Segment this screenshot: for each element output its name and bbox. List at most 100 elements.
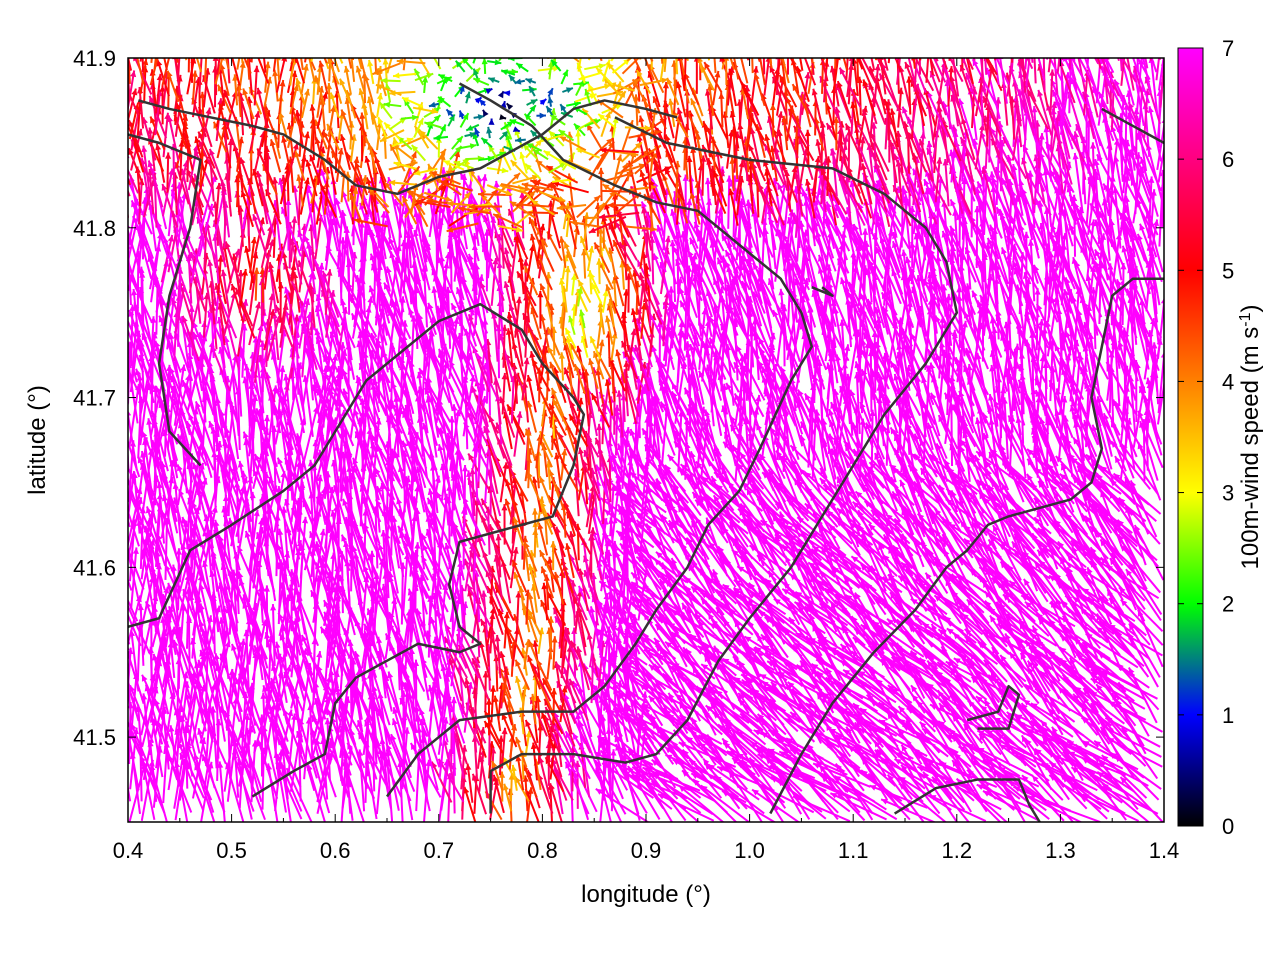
wind-arrow <box>880 798 937 822</box>
wind-arrow-head <box>830 793 838 799</box>
wind-arrow-shaft <box>242 761 266 821</box>
wind-arrow-shaft <box>452 762 456 814</box>
wind-arrow-shaft <box>271 604 276 667</box>
wind-arrow-shaft <box>880 798 937 822</box>
wind-arrow-shaft <box>402 552 409 615</box>
wind-arrow-head <box>217 761 224 768</box>
wind-arrow-shaft <box>537 773 554 814</box>
wind-arrow-shaft <box>218 761 226 822</box>
wind-arrow <box>463 786 477 822</box>
wind-arrow-head <box>425 759 432 767</box>
wind-arrow <box>1127 632 1159 688</box>
wind-arrow-head <box>492 774 499 782</box>
wind-arrow-shaft <box>340 551 344 614</box>
wind-arrow-head <box>120 661 126 668</box>
wind-arrow <box>114 584 131 645</box>
wind-arrow-head <box>1120 777 1128 784</box>
wind-arrow-head <box>132 547 139 554</box>
wind-arrow-head <box>114 627 120 634</box>
wind-arrow <box>276 754 303 812</box>
wind-arrow-head <box>485 698 493 705</box>
wind-arrow-head <box>881 798 889 805</box>
wind-arrow-shaft <box>415 608 439 668</box>
wind-arrow-shaft <box>1127 632 1159 688</box>
wind-arrow-head <box>128 647 131 651</box>
wind-arrow-shaft <box>843 786 898 821</box>
wind-arrow-shaft <box>471 773 488 815</box>
wind-arrow-head <box>595 788 603 795</box>
wind-arrow <box>114 752 126 813</box>
wind-arrow <box>1119 776 1164 822</box>
wind-arrow-shaft <box>770 775 823 813</box>
wind-arrow <box>217 761 226 822</box>
wind-arrow-head <box>527 655 533 663</box>
wind-arrow-head <box>276 754 283 762</box>
wind-arrow-head <box>114 584 120 591</box>
wind-arrow-shaft <box>276 754 303 812</box>
wind-arrow-shaft <box>102 574 125 631</box>
wind-arrow-shaft <box>275 762 303 820</box>
wind-arrow-shaft <box>524 788 540 822</box>
wind-arrow-head <box>116 589 122 596</box>
wind-arrow <box>102 574 126 631</box>
wind-arrow <box>751 788 801 822</box>
wind-arrow-head <box>982 790 990 797</box>
wind-arrow-head <box>574 760 581 768</box>
wind-arrow-head <box>502 783 509 791</box>
wind-arrow-shaft <box>461 768 466 812</box>
wind-arrow-head <box>693 779 700 786</box>
wind-arrow-shaft <box>492 774 505 814</box>
wind-arrow <box>465 763 474 803</box>
wind-arrow-head <box>119 559 125 565</box>
wind-arrow <box>704 762 748 810</box>
wind-arrow-shaft <box>128 736 129 743</box>
wind-arrow-shaft <box>121 559 125 621</box>
wind-arrow-shaft <box>929 794 987 822</box>
wind-arrow <box>514 675 524 703</box>
wind-arrow-shaft <box>553 765 564 815</box>
wind-arrow-head <box>120 680 126 687</box>
wind-arrow <box>574 760 581 809</box>
wind-arrow-shaft <box>564 761 590 815</box>
wind-arrow <box>549 782 563 822</box>
wind-arrow-head <box>103 700 109 707</box>
wind-arrow-shaft <box>116 752 126 813</box>
wind-arrow-shaft <box>187 616 191 679</box>
wind-arrow-shaft <box>700 784 751 822</box>
wind-arrow <box>179 752 205 811</box>
wind-arrow-head <box>116 642 122 649</box>
wind-arrow-head <box>549 783 555 791</box>
wind-arrow <box>657 793 715 822</box>
wind-arrow-shaft <box>1119 776 1164 822</box>
wind-arrow-head <box>752 789 759 796</box>
wind-arrow-head <box>270 604 277 611</box>
wind-arrow-shaft <box>398 760 404 822</box>
wind-arrow-shaft <box>100 622 125 679</box>
wind-arrow-head <box>179 752 186 760</box>
wind-arrow <box>116 642 126 704</box>
wind-arrow-head <box>463 786 470 794</box>
wind-arrow-head <box>490 685 497 692</box>
wind-arrow <box>119 559 126 621</box>
wind-arrow <box>346 742 376 800</box>
wind-arrow-shaft <box>549 782 563 822</box>
wind-arrow <box>829 792 887 821</box>
wind-arrow-shaft <box>415 750 431 812</box>
wind-arrow-head <box>501 727 508 735</box>
wind-arrow-shaft <box>128 634 131 645</box>
wind-arrow <box>502 783 513 812</box>
wind-arrow <box>700 784 751 822</box>
wind-arrow-head <box>704 763 712 771</box>
wind-arrow <box>100 622 126 679</box>
wind-arrow-shaft <box>549 783 553 822</box>
wind-arrow <box>522 775 529 812</box>
wind-arrow-head <box>1032 775 1039 783</box>
wind-arrow <box>537 680 553 712</box>
wind-arrow <box>114 627 131 688</box>
wind-arrow-head <box>106 716 112 723</box>
wind-arrow-head <box>100 622 106 629</box>
wind-arrow-head <box>450 696 457 704</box>
wind-arrow-shaft <box>125 603 127 665</box>
wind-arrow-shaft <box>141 758 156 821</box>
